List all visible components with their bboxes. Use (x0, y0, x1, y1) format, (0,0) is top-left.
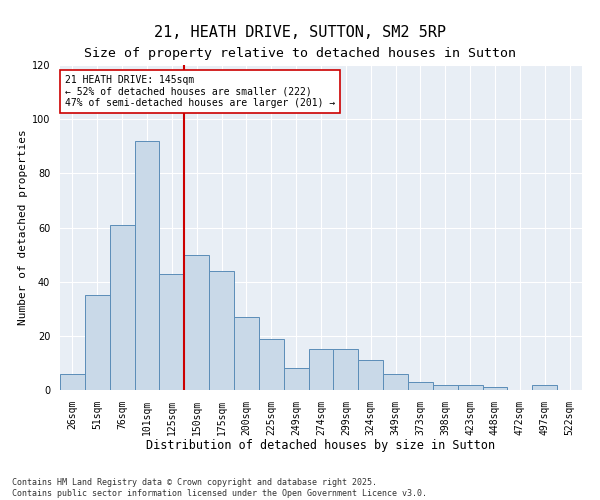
Bar (209, 271, 234, 390)
Bar (259, 338, 284, 390)
Bar (234, 317, 259, 390)
Bar (110, 225, 134, 390)
Text: Size of property relative to detached houses in Sutton: Size of property relative to detached ho… (84, 48, 516, 60)
Bar (458, 384, 482, 390)
Bar (60, 374, 85, 390)
Bar (358, 360, 383, 390)
Y-axis label: Number of detached properties: Number of detached properties (17, 130, 28, 326)
Text: 21 HEATH DRIVE: 145sqm
← 52% of detached houses are smaller (222)
47% of semi-de: 21 HEATH DRIVE: 145sqm ← 52% of detached… (65, 74, 335, 108)
Bar (532, 384, 557, 390)
Bar (308, 350, 334, 390)
Bar (408, 382, 433, 390)
Bar (482, 388, 508, 390)
Text: Contains HM Land Registry data © Crown copyright and database right 2025.
Contai: Contains HM Land Registry data © Crown c… (12, 478, 427, 498)
Bar (134, 141, 160, 390)
Bar (160, 274, 184, 390)
Bar (383, 374, 408, 390)
Bar (85, 295, 110, 390)
X-axis label: Distribution of detached houses by size in Sutton: Distribution of detached houses by size … (146, 439, 496, 452)
Bar (184, 254, 209, 390)
Bar (284, 368, 308, 390)
Bar (433, 384, 458, 390)
Text: 21, HEATH DRIVE, SUTTON, SM2 5RP: 21, HEATH DRIVE, SUTTON, SM2 5RP (154, 25, 446, 40)
Bar (334, 350, 358, 390)
